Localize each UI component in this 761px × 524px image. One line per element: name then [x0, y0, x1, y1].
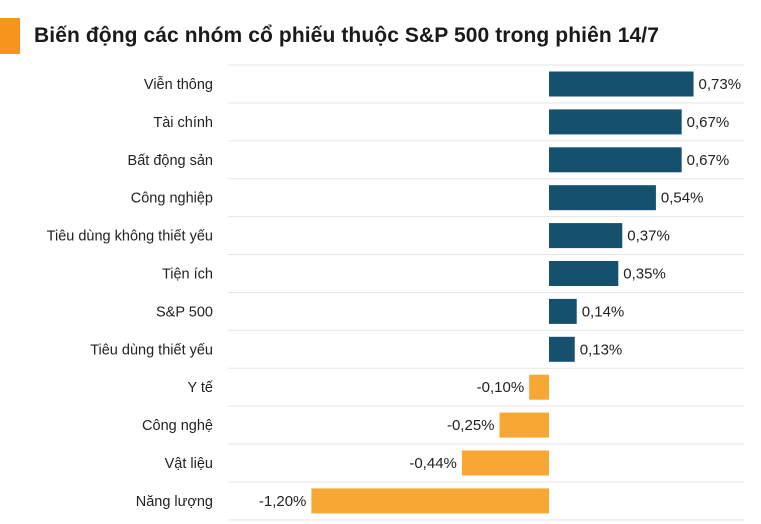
- bar-row: Tiêu dùng thiết yếu 0,13%: [90, 336, 623, 362]
- bar-row: Y tế -0,10%: [187, 374, 549, 400]
- title-accent-bar: [0, 18, 20, 54]
- bar: [549, 261, 619, 286]
- category-label: Tài chính: [153, 115, 213, 131]
- category-label: Bất động sản: [128, 153, 213, 169]
- bar: [549, 298, 577, 324]
- bar-row: Tiêu dùng không thiết yếu 0,37%: [47, 223, 670, 249]
- data-label: 0,14%: [582, 303, 625, 320]
- category-label: Viễn thông: [144, 76, 213, 93]
- bar-row: Bất động sản 0,67%: [128, 147, 730, 173]
- bar: [461, 450, 549, 476]
- category-label: Y tế: [187, 380, 213, 396]
- bar: [311, 488, 549, 514]
- bar: [549, 71, 694, 97]
- data-label: -0,25%: [447, 417, 495, 434]
- data-label: 0,67%: [687, 114, 730, 131]
- bar: [549, 147, 682, 173]
- chart-title-block: Biến động các nhóm cổ phiếu thuộc S&P 50…: [0, 18, 659, 54]
- bar-row: Viễn thông 0,73%: [144, 71, 742, 97]
- category-label: Tiêu dùng thiết yếu: [90, 342, 213, 358]
- category-label: Tiêu dùng không thiết yếu: [47, 229, 213, 245]
- bar-row: Công nghiệp 0,54%: [131, 185, 704, 211]
- bar: [549, 109, 682, 135]
- category-label: Tiện ích: [162, 267, 213, 283]
- data-label: 0,35%: [623, 266, 666, 283]
- data-label: 0,37%: [627, 228, 670, 245]
- bar-row: Tiện ích 0,35%: [162, 261, 666, 286]
- bar-row: S&P 500 0,14%: [156, 298, 625, 324]
- bar-row: Vật liệu -0,44%: [165, 450, 549, 476]
- bar: [549, 185, 656, 211]
- category-label: S&P 500: [156, 304, 213, 320]
- category-label: Vật liệu: [165, 456, 213, 472]
- data-label: 0,73%: [699, 76, 742, 93]
- data-label: -1,20%: [259, 493, 307, 510]
- bar-row: Tài chính 0,67%: [153, 109, 730, 135]
- data-label: 0,54%: [661, 190, 704, 207]
- category-label: Công nghệ: [142, 418, 213, 434]
- bar: [499, 412, 549, 438]
- bar-row: Công nghệ -0,25%: [142, 412, 549, 438]
- bar: [529, 374, 549, 400]
- bar: [549, 223, 623, 249]
- bar-row: Năng lượng -1,20%: [136, 488, 549, 514]
- category-label: Năng lượng: [136, 494, 213, 510]
- data-label: 0,13%: [580, 341, 623, 358]
- data-label: 0,67%: [687, 152, 730, 169]
- data-label: -0,10%: [477, 379, 525, 396]
- gridlines: [228, 64, 744, 521]
- data-label: -0,44%: [409, 455, 457, 472]
- bar: [549, 336, 575, 362]
- category-label: Công nghiệp: [131, 191, 213, 207]
- chart-title: Biến động các nhóm cổ phiếu thuộc S&P 50…: [34, 24, 660, 47]
